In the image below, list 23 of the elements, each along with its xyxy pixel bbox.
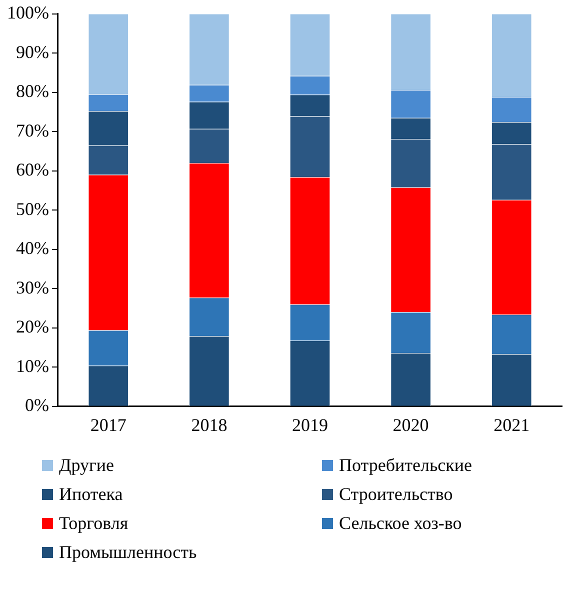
y-tick-label: 10% (16, 356, 49, 376)
y-tick-label: 50% (16, 198, 49, 219)
legend-label: Ипотека (59, 484, 123, 505)
y-tick-label: 90% (16, 42, 49, 62)
y-tick-label: 100% (6, 2, 49, 23)
y-tick-label: 0% (24, 395, 49, 416)
y-tick-label: 80% (16, 81, 49, 102)
x-tick-label: 2019 (292, 414, 328, 435)
legend-label: Строительство (339, 484, 453, 505)
y-tick-label: 20% (16, 316, 49, 337)
legend-label: Потребительские (339, 455, 472, 476)
x-tick-label: 2018 (191, 414, 228, 435)
x-tick-label: 2017 (90, 414, 126, 435)
legend-label: Торговля (59, 513, 128, 534)
x-tick-label: 2021 (494, 414, 530, 435)
legend-label: Другие (59, 455, 114, 476)
y-tick-label: 30% (16, 277, 49, 298)
y-tick-label: 40% (16, 238, 49, 258)
y-tick-label: 70% (16, 120, 49, 140)
y-tick-label: 60% (16, 160, 49, 180)
x-tick-label: 2020 (392, 414, 429, 435)
legend-label: Сельское хоз-во (339, 513, 462, 534)
legend-label: Промышленность (59, 542, 197, 563)
